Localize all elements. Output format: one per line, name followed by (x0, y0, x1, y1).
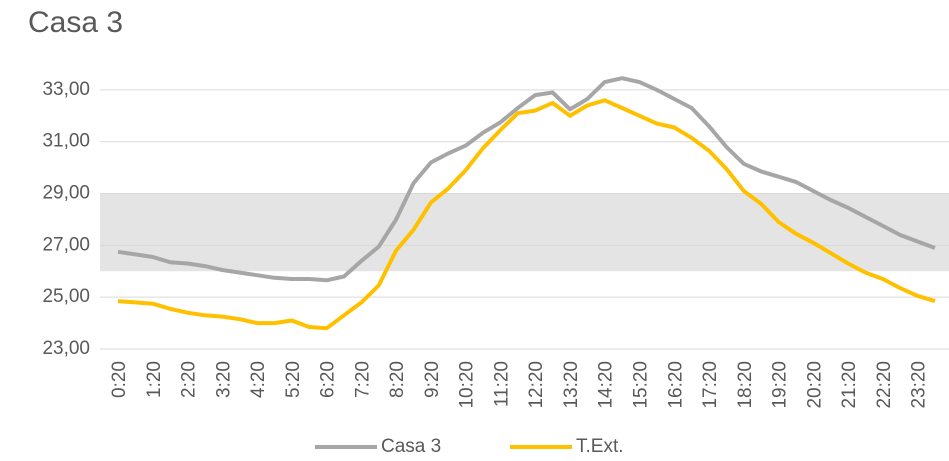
x-tick-label: 2:20 (179, 361, 200, 398)
x-tick-label: 3:20 (213, 361, 234, 398)
series-line (117, 98, 936, 331)
x-tick-label: 20:20 (804, 361, 825, 409)
comfort-band (100, 193, 949, 272)
x-tick-label: 4:20 (248, 361, 269, 398)
x-tick-label: 10:20 (457, 361, 478, 409)
y-tick-label: 25,00 (42, 286, 90, 307)
chart-title: Casa 3 (28, 6, 123, 39)
x-tick-label: 5:20 (283, 361, 304, 398)
x-tick-label: 8:20 (387, 361, 408, 398)
y-tick-label: 29,00 (42, 183, 90, 204)
x-tick-label: 11:20 (491, 361, 512, 407)
x-tick-label: 6:20 (318, 361, 339, 398)
x-tick-label: 13:20 (561, 361, 582, 409)
x-tick-label: 19:20 (770, 361, 791, 409)
y-tick-label: 31,00 (42, 131, 90, 152)
y-tick-label: 27,00 (42, 234, 90, 255)
series-line (117, 76, 936, 283)
x-tick-label: 9:20 (422, 361, 443, 398)
x-tick-label: 18:20 (735, 361, 756, 409)
x-tick-label: 14:20 (596, 361, 617, 409)
legend-label: Casa 3 (381, 436, 441, 457)
x-tick-label: 16:20 (665, 361, 686, 409)
y-tick-label: 23,00 (42, 338, 90, 359)
legend-label: T.Ext. (576, 436, 624, 457)
x-tick-label: 12:20 (526, 361, 547, 409)
x-tick-label: 1:20 (144, 361, 165, 398)
x-tick-label: 23:20 (909, 361, 930, 409)
x-tick-label: 7:20 (352, 361, 373, 398)
x-tick-label: 17:20 (700, 361, 721, 409)
y-tick-label: 33,00 (42, 79, 90, 100)
x-tick-label: 22:20 (874, 361, 895, 409)
x-tick-label: 15:20 (631, 361, 652, 409)
x-tick-label: 21:20 (839, 361, 860, 409)
x-tick-label: 0:20 (109, 361, 130, 398)
